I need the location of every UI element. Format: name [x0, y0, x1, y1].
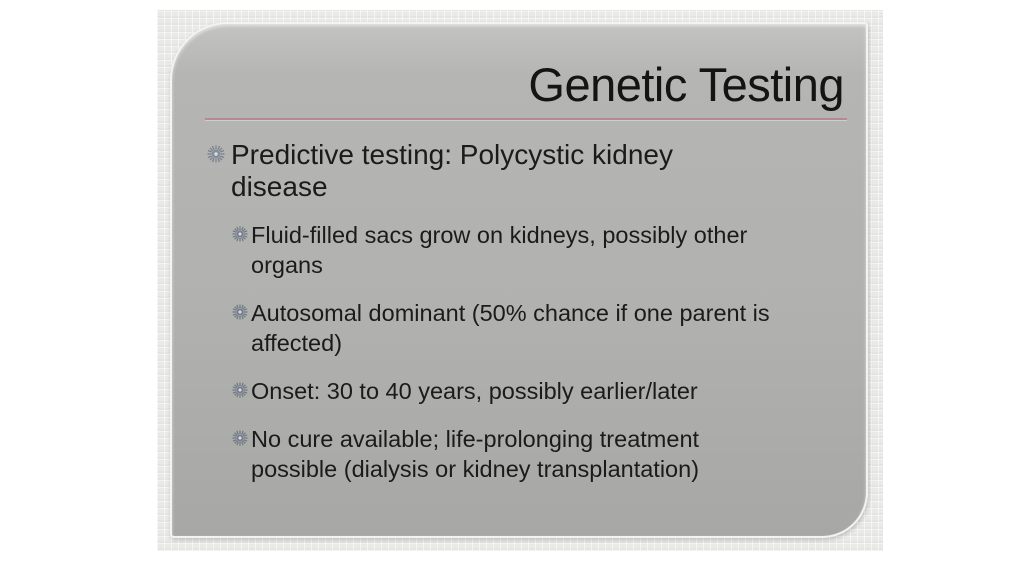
sub-bullet-text: Onset: 30 to 40 years, possibly earlier/… — [251, 378, 698, 404]
gear-bullet-icon — [207, 145, 225, 163]
gear-bullet-icon — [232, 382, 248, 398]
slide-canvas: Genetic Testing Predictive testing: Poly… — [157, 10, 883, 551]
sub-bullet-list: Fluid-filled sacs grow on kidneys, possi… — [232, 220, 862, 502]
gear-bullet-icon — [232, 304, 248, 320]
list-item: Fluid-filled sacs grow on kidneys, possi… — [232, 220, 862, 280]
list-item: Onset: 30 to 40 years, possibly earlier/… — [232, 376, 862, 406]
gear-bullet-icon — [232, 226, 248, 242]
slide-title: Genetic Testing — [528, 58, 844, 111]
sub-bullet-text: No cure available; life-prolonging treat… — [251, 426, 700, 482]
slide-content-panel: Genetic Testing Predictive testing: Poly… — [170, 22, 868, 538]
list-item-main: Predictive testing: Polycystic kidney di… — [207, 139, 767, 203]
list-item: No cure available; life-prolonging treat… — [232, 424, 862, 484]
gear-bullet-icon — [232, 430, 248, 446]
main-bullet-text: Predictive testing: Polycystic kidney di… — [231, 139, 673, 202]
title-underline-rule — [205, 118, 847, 120]
list-item: Autosomal dominant (50% chance if one pa… — [232, 298, 862, 358]
sub-bullet-text: Fluid-filled sacs grow on kidneys, possi… — [251, 222, 748, 278]
sub-bullet-text: Autosomal dominant (50% chance if one pa… — [251, 300, 770, 356]
